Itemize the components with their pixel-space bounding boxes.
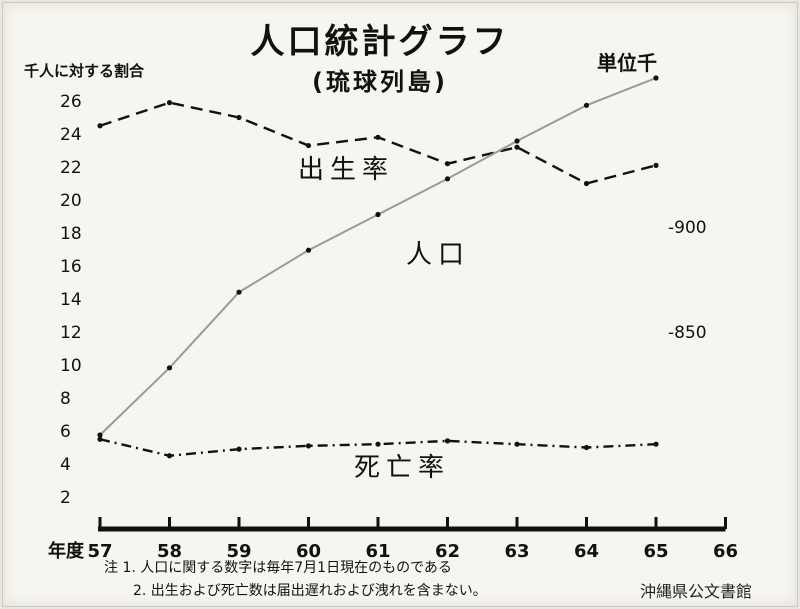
- y-tick-label: 8: [60, 389, 71, 409]
- archive-label: 沖縄県公文書館: [640, 582, 753, 601]
- data-point: [514, 441, 520, 447]
- x-tick-label: 58: [157, 541, 182, 562]
- data-point: [305, 247, 312, 253]
- y-tick-label: 24: [60, 125, 82, 145]
- data-point: [444, 176, 451, 182]
- series-label: 死亡率: [354, 453, 450, 483]
- x-tick-label: 61: [365, 541, 390, 562]
- data-point: [583, 102, 590, 108]
- y-tick-label: 14: [60, 290, 82, 310]
- y-tick-label: 20: [60, 191, 82, 211]
- data-point: [166, 365, 173, 371]
- data-point: [236, 114, 242, 121]
- data-point: [583, 180, 590, 187]
- data-point: [653, 441, 659, 447]
- series-label: 出生率: [298, 155, 394, 185]
- x-tick-label: 59: [226, 541, 251, 562]
- y-tick-label: 10: [60, 356, 82, 376]
- x-tick-label: 60: [296, 541, 321, 562]
- chart-title: 人口統計グラフ: [250, 22, 510, 62]
- x-axis-title: 年度: [48, 540, 85, 562]
- data-point: [375, 211, 381, 218]
- note-line-2: 2. 出生および死亡数は届出遅れおよび洩れを含まない。: [133, 583, 487, 599]
- data-point: [236, 446, 242, 452]
- data-point: [236, 289, 242, 295]
- data-point: [166, 100, 173, 106]
- y-tick-label: 18: [60, 224, 82, 244]
- data-point: [583, 444, 590, 451]
- data-point: [653, 162, 659, 168]
- data-point: [514, 144, 520, 150]
- data-point: [375, 134, 381, 140]
- axes: 57 58 59 60 61 62 63 64 65 66年度246810121416182022…: [48, 92, 738, 562]
- data-point: [305, 443, 312, 449]
- y-tick-label: 26: [60, 92, 82, 112]
- data-point: [653, 75, 659, 81]
- note-line-1: 注 1. 人口に関する数字は毎年7月1日現在のものである: [104, 560, 452, 576]
- y-tick-label: 12: [60, 323, 82, 343]
- x-tick-label: 63: [504, 541, 529, 562]
- series-line: [99, 77, 657, 436]
- x-tick-label: 57: [87, 541, 112, 562]
- y-tick-label: 4: [60, 455, 71, 475]
- series-label: 人口: [406, 240, 470, 270]
- right-axis-label: -850: [668, 323, 707, 343]
- x-tick-label: 65: [643, 541, 668, 562]
- series-lines: [97, 75, 659, 459]
- data-point: [444, 161, 451, 167]
- y-tick-label: 2: [60, 488, 71, 508]
- data-point: [305, 142, 312, 149]
- right-axis-label: -900: [668, 218, 707, 238]
- y-tick-label: 6: [60, 422, 71, 442]
- x-tick-label: 64: [574, 541, 599, 562]
- data-point: [97, 432, 103, 438]
- chart-subtitle: (琉球列島): [312, 68, 448, 96]
- x-tick-label: 62: [435, 541, 460, 562]
- y-tick-label: 16: [60, 257, 82, 277]
- y-tick-label: 22: [60, 158, 82, 178]
- data-point: [514, 138, 520, 144]
- data-point: [97, 436, 103, 442]
- data-point: [375, 441, 381, 447]
- population-unit-label: 単位千: [597, 51, 657, 75]
- data-point: [97, 123, 103, 129]
- data-point: [166, 453, 173, 459]
- data-point: [444, 438, 451, 444]
- y-axis-unit-label: 千人に対する割合: [24, 62, 145, 80]
- x-tick-label: 66: [713, 541, 738, 562]
